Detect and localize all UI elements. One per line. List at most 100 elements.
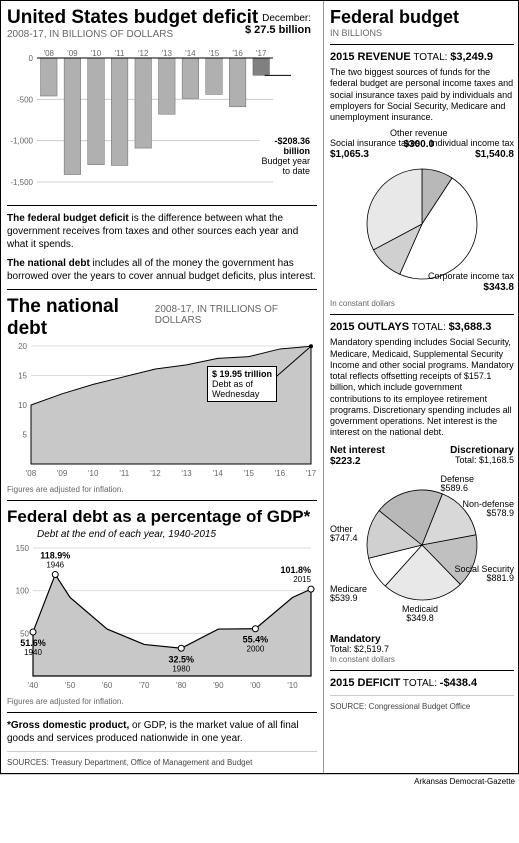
svg-text:32.5%: 32.5% (169, 654, 195, 664)
debt-callout-n1: Debt as of (212, 379, 253, 389)
divider (330, 44, 514, 45)
outlays-pie-area: Net interest$223.2 DiscretionaryTotal: $… (330, 445, 514, 655)
svg-text:'11: '11 (115, 49, 125, 58)
svg-text:'08: '08 (26, 469, 37, 478)
svg-text:'80: '80 (176, 681, 187, 690)
national-debt-section: The national debt 2008-17, IN TRILLIONS … (7, 296, 317, 494)
svg-text:15: 15 (18, 372, 27, 381)
svg-text:'13: '13 (181, 469, 192, 478)
svg-text:2000: 2000 (247, 645, 265, 654)
debt-title: The national debt (7, 296, 155, 340)
pie-label-nondefense: Non-defense$578.9 (462, 500, 514, 520)
ytd-value: -$208.36 (274, 136, 310, 146)
left-column: United States budget deficit 2008-17, IN… (1, 1, 324, 773)
gdp-note: *Gross domestic product, or GDP, is the … (7, 719, 317, 745)
svg-text:'40: '40 (28, 681, 39, 690)
outlays-header: 2015 OUTLAYS TOTAL: $3,688.3 (330, 321, 514, 333)
pie-label-mandatory: MandatoryTotal: $2,519.7 (330, 634, 389, 655)
svg-text:'14: '14 (212, 469, 223, 478)
svg-text:10: 10 (18, 401, 27, 410)
svg-text:1980: 1980 (172, 664, 190, 673)
outlays-foot: In constant dollars (330, 655, 514, 664)
credit-line: Arkansas Democrat-Gazette (0, 774, 519, 788)
svg-text:1940: 1940 (24, 648, 42, 657)
pie-label-other: Other$747.4 (330, 525, 358, 545)
pie-label-net-interest: Net interest$223.2 (330, 445, 385, 467)
deficit-section: United States budget deficit 2008-17, IN… (7, 7, 317, 199)
debt-callout: $ 19.95 trillion Debt as of Wednesday (207, 366, 277, 402)
svg-text:'10: '10 (88, 469, 99, 478)
svg-text:'12: '12 (138, 49, 149, 58)
infographic-container: United States budget deficit 2008-17, IN… (0, 0, 519, 774)
december-callout: December: $ 27.5 billion (245, 13, 311, 36)
svg-text:'10: '10 (91, 49, 102, 58)
svg-text:'12: '12 (150, 469, 161, 478)
pie-label-ss: Social Security$881.9 (454, 565, 514, 585)
svg-text:'50: '50 (65, 681, 76, 690)
revenue-pie-area: Social insurance taxes$1,065.3 Other rev… (330, 129, 514, 299)
gdp-footnote: Figures are adjusted for inflation. (7, 697, 317, 706)
right-column: Federal budget IN BILLIONS 2015 REVENUE … (324, 1, 519, 773)
svg-text:5: 5 (23, 431, 28, 440)
svg-text:'16: '16 (232, 49, 243, 58)
outlays-body: Mandatory spending includes Social Secur… (330, 337, 514, 438)
ytd-unit: billion (284, 146, 311, 156)
pie-label-individual: Individual income tax$1,540.8 (430, 139, 514, 160)
ytd-note2: to date (282, 166, 310, 176)
divider (7, 751, 317, 752)
svg-text:51.6%: 51.6% (20, 638, 46, 648)
divider (330, 314, 514, 315)
debt-subtitle: 2008-17, IN TRILLIONS OF DOLLARS (155, 304, 317, 326)
debt-callout-value: $ 19.95 trillion (212, 369, 272, 379)
svg-text:2015: 2015 (293, 575, 311, 584)
divider (7, 289, 317, 290)
svg-text:'14: '14 (185, 49, 196, 58)
pie-label-defense: Defense$589.6 (440, 475, 474, 495)
svg-text:-1,500: -1,500 (10, 178, 33, 187)
divider (7, 712, 317, 713)
divider (330, 695, 514, 696)
ytd-note1: Budget year (261, 156, 310, 166)
svg-text:118.9%: 118.9% (40, 551, 70, 561)
svg-text:'60: '60 (102, 681, 113, 690)
pie-label-medicare: Medicare$539.9 (330, 585, 367, 605)
svg-text:'13: '13 (162, 49, 173, 58)
svg-text:'70: '70 (139, 681, 150, 690)
gdp-title: Federal debt as a percentage of GDP* (7, 507, 317, 527)
svg-text:100: 100 (16, 587, 30, 596)
svg-text:'11: '11 (119, 469, 129, 478)
gdp-section: Federal debt as a percentage of GDP* Deb… (7, 507, 317, 706)
svg-text:20: 20 (18, 342, 27, 351)
revenue-header: 2015 REVENUE TOTAL: $3,249.9 (330, 51, 514, 63)
pie-label-corporate: Corporate income tax$343.8 (428, 272, 514, 293)
svg-text:'10: '10 (287, 681, 298, 690)
left-sources: SOURCES: Treasury Department, Office of … (7, 758, 317, 767)
svg-text:0: 0 (29, 54, 34, 63)
divider (7, 500, 317, 501)
revenue-body: The two biggest sources of funds for the… (330, 67, 514, 123)
svg-text:'90: '90 (213, 681, 224, 690)
svg-text:'09: '09 (57, 469, 68, 478)
deficit-note2: The national debt includes all of the mo… (7, 257, 317, 283)
debt-callout-n2: Wednesday (212, 389, 259, 399)
svg-text:'00: '00 (250, 681, 261, 690)
divider (7, 205, 317, 206)
gdp-area-chart: 50100150'40'50'60'70'80'90'00'1051.6%194… (7, 542, 317, 692)
svg-text:'17: '17 (256, 49, 267, 58)
svg-text:'08: '08 (44, 49, 55, 58)
svg-text:55.4%: 55.4% (243, 635, 269, 645)
deficit-note1: The federal budget deficit is the differ… (7, 212, 317, 251)
svg-text:1946: 1946 (46, 561, 64, 570)
svg-text:'17: '17 (306, 469, 317, 478)
gdp-subtitle: Debt at the end of each year, 1940-2015 (37, 529, 317, 540)
dec-label: December: (262, 13, 311, 24)
pie-label-medicaid: Medicaid$349.8 (402, 605, 438, 625)
svg-text:101.8%: 101.8% (280, 565, 311, 575)
svg-text:'15: '15 (244, 469, 255, 478)
debt-area-chart: 5101520'08'09'10'11'12'13'14'15'16'17 (7, 340, 317, 480)
svg-text:150: 150 (16, 544, 30, 553)
debt-footnote: Figures are adjusted for inflation. (7, 485, 317, 494)
fed-budget-title: Federal budget (330, 7, 514, 28)
svg-text:-1,000: -1,000 (10, 137, 33, 146)
revenue-foot: In constant dollars (330, 299, 514, 308)
